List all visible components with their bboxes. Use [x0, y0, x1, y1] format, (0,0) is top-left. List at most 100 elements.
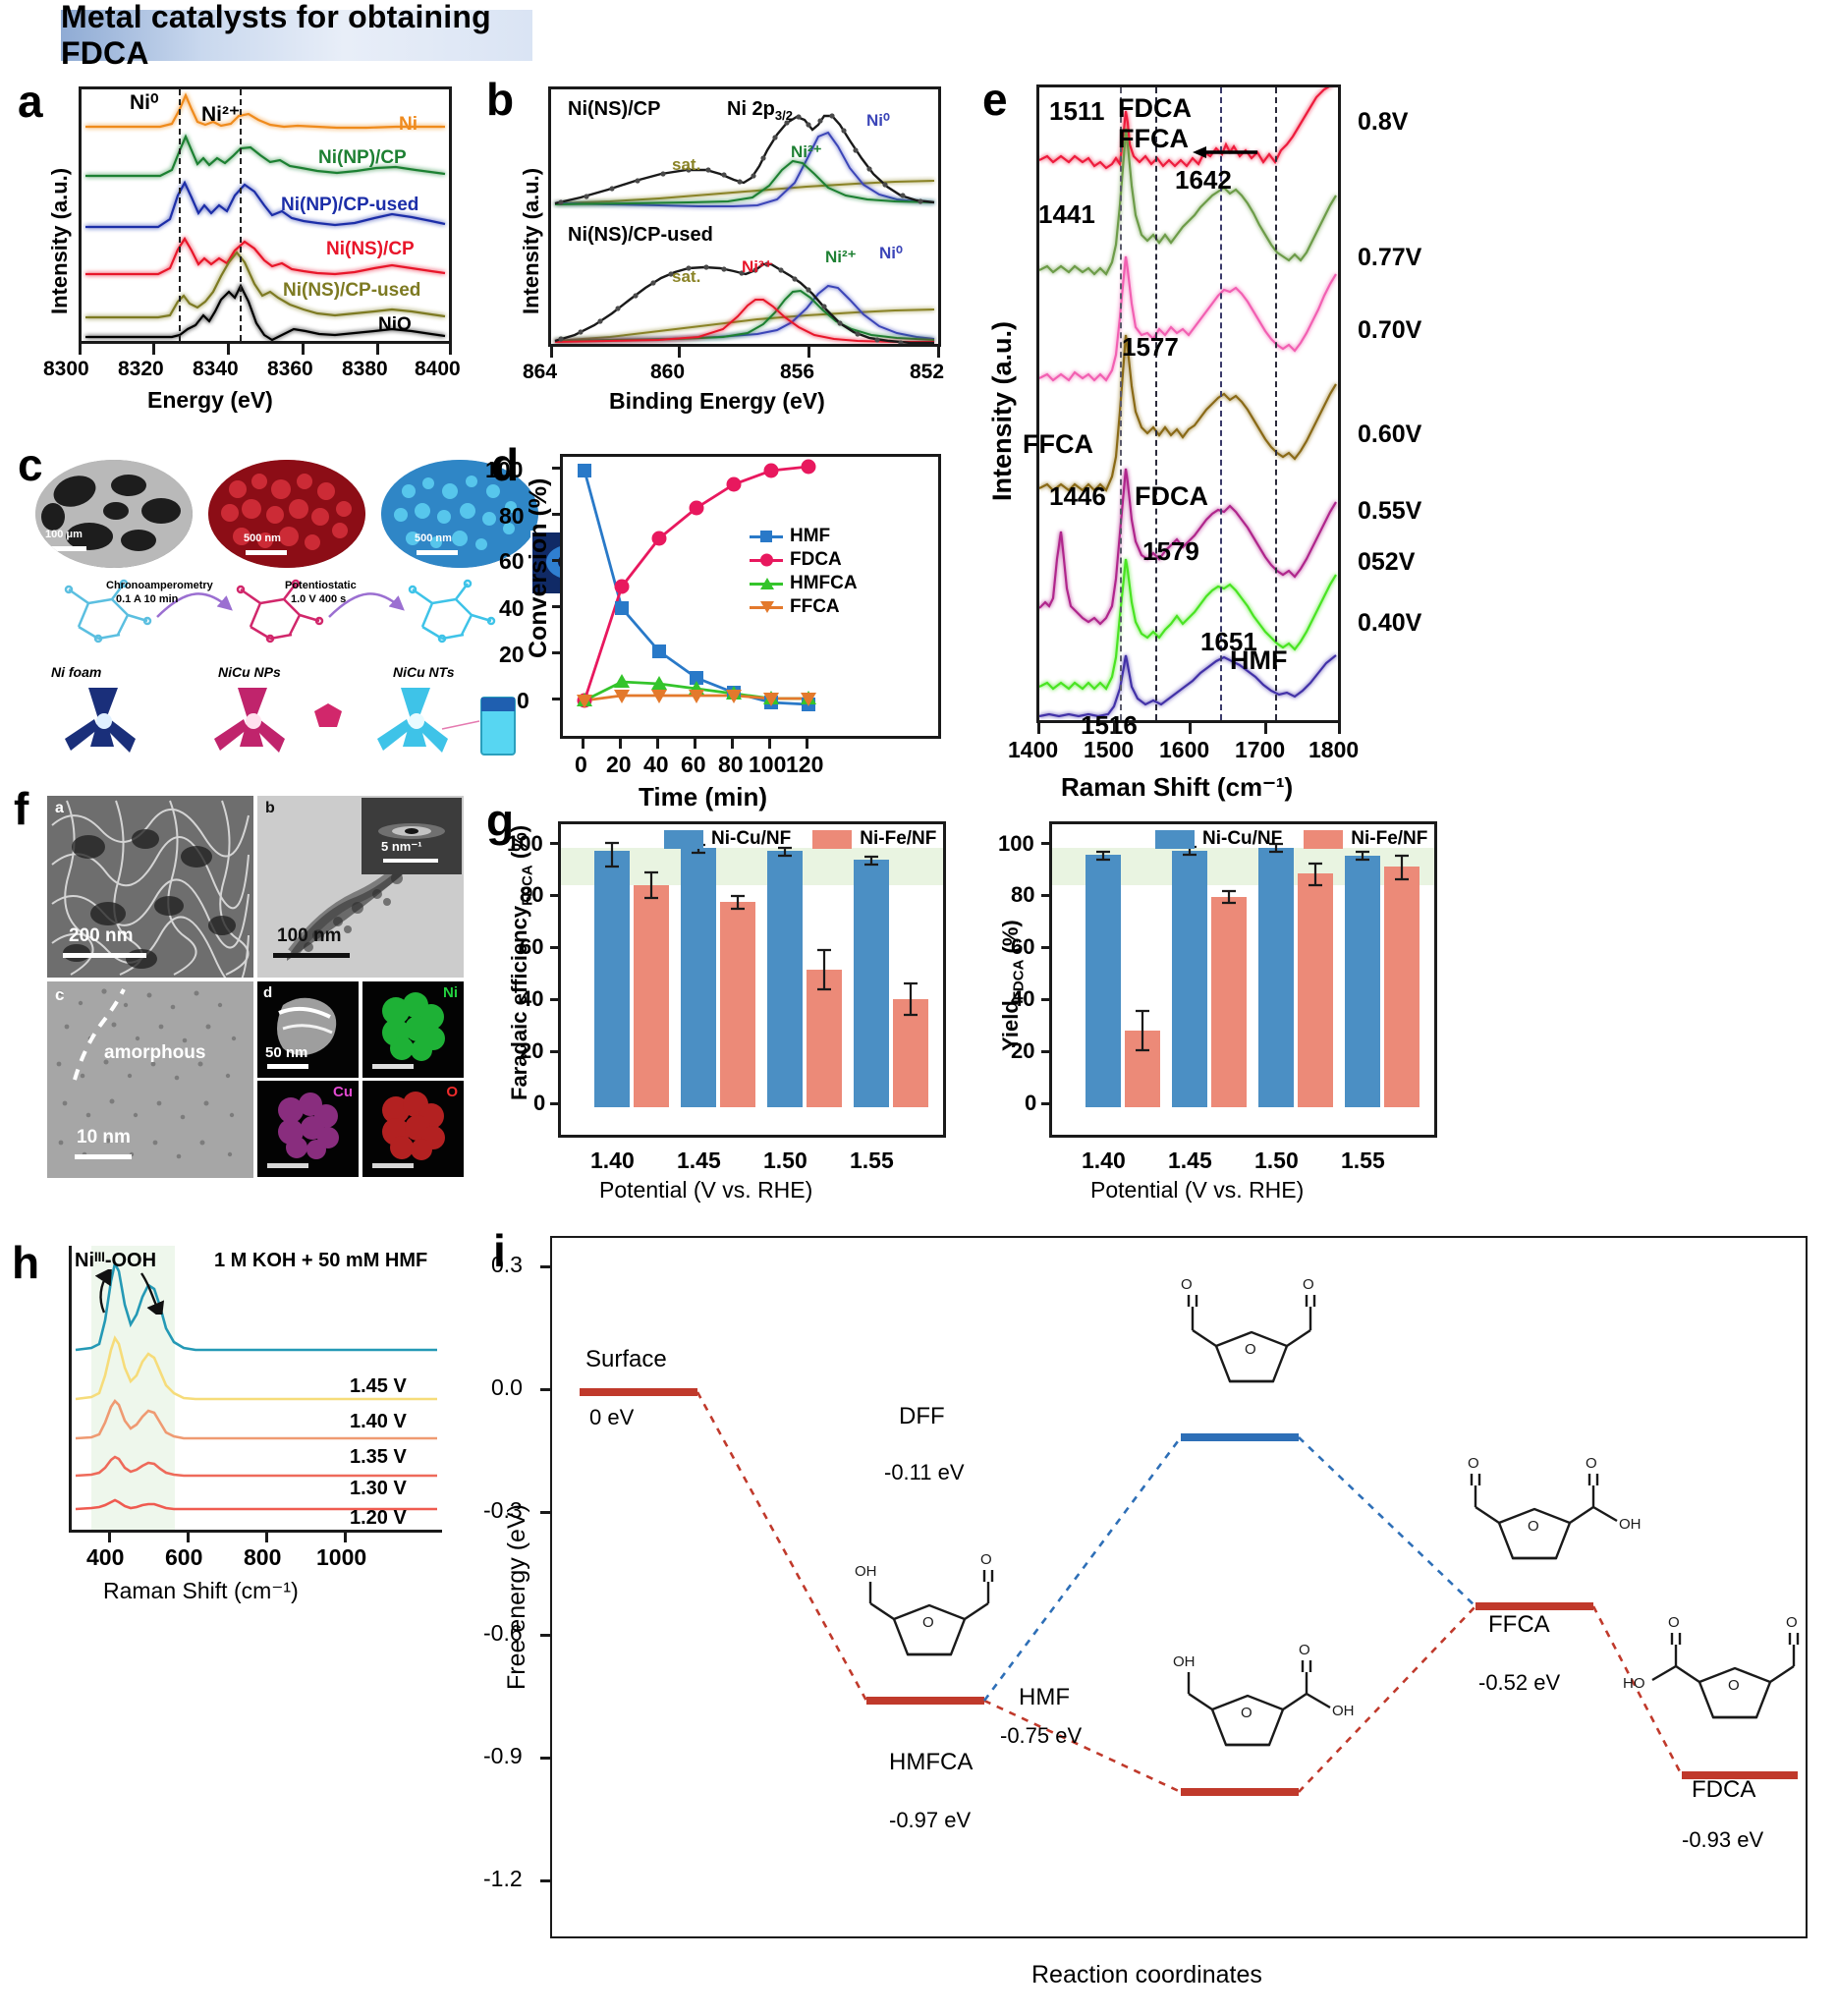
panel-i-ytick-4: -0.9 [483, 1743, 523, 1768]
panel-g-right-legend-swatch-1 [1304, 829, 1344, 849]
panel-c-sem-ni-foam-texture [35, 460, 193, 568]
panel-h-plot [69, 1246, 442, 1533]
panel-i-energy-diagram: O O O O OH O O OH O OH [580, 1276, 1800, 1796]
panel-i-xlabel: Reaction coordinates [1031, 1961, 1262, 1988]
panel-g-left-ytick-2: 40 [520, 986, 544, 1011]
panel-a-traces [85, 92, 446, 341]
panel-a-label-ni0: Ni⁰ [130, 91, 159, 114]
panel-b-peak-bot-1: Ni³⁺ [742, 257, 773, 276]
panel-c-arrow-bottom-0: 0.1 A 10 min [116, 593, 179, 605]
panel-d-legend-item-0[interactable]: HMF [750, 526, 858, 547]
panel-b-title-top: Ni(NS)/CP [568, 98, 661, 120]
panel-b-orbital-sub: 3/2 [774, 108, 793, 123]
panel-d-legend-label-0: HMF [790, 526, 831, 546]
panel-h-xtick-0: 400 [86, 1544, 125, 1570]
panel-g-right-ytick-0: 0 [1025, 1091, 1037, 1115]
panel-g-left-ytick-1: 20 [520, 1038, 544, 1063]
panel-b-xtick-3: 852 [910, 361, 945, 383]
panel-g-left-ytick-3: 60 [520, 934, 544, 959]
panel-b-peak-top-2: Ni⁰ [866, 111, 890, 130]
panel-h-xtick-2: 800 [244, 1544, 282, 1570]
panel-e-plot [1036, 84, 1341, 723]
panel-b-xlabel: Binding Energy (eV) [609, 388, 825, 414]
panel-g-left-legend-swatch-0 [664, 829, 703, 849]
panel-f-map-cu-texture [257, 1081, 359, 1177]
svg-text:O: O [1468, 1455, 1479, 1472]
panel-d-legend-item-2[interactable]: HMFCA [750, 573, 858, 594]
panel-i-molecule-hmfca: O OH O OH [1173, 1642, 1355, 1747]
panel-b-plot [548, 86, 941, 347]
panel-f-map-o: O [362, 1081, 464, 1177]
panel-i-molecule-hmf: O OH O [855, 1551, 994, 1656]
panel-b-ylabel: Intensity (a.u.) [519, 167, 543, 314]
panel-d-xtick-6: 120 [786, 752, 824, 777]
panel-e-ylabel: Intensity (a.u.) [987, 320, 1017, 501]
panel-h-pointer-arrows-icon [94, 1269, 165, 1315]
panel-e-species-hmf: HMF [1230, 645, 1288, 675]
panel-c-nps-texture [208, 460, 365, 568]
panel-d-legend-label-1: FDCA [790, 549, 842, 570]
panel-a-plot [79, 86, 452, 344]
panel-b-peak-top-0: sat. [672, 155, 701, 174]
panel-d-xtick-3: 60 [681, 752, 706, 777]
panel-h-condition: 1 M KOH + 50 mM HMF [214, 1250, 428, 1271]
panel-f-sem-a-texture [47, 796, 253, 978]
panel-d-ytick-2: 40 [499, 595, 525, 621]
panel-h-trace-label-4: 1.20 V [350, 1507, 407, 1529]
panel-f-scale-a: 200 nm [69, 925, 134, 946]
panel-a-trace-label-5: NiO [378, 314, 412, 335]
panel-f-saed-inset: 5 nm⁻¹ [362, 798, 462, 874]
panel-i-state-energy-2: -0.11 eV [884, 1460, 965, 1484]
panel-g-right-xtick-0: 1.40 [1082, 1148, 1126, 1173]
panel-e-peak-1441: 1441 [1038, 199, 1095, 229]
svg-text:O: O [922, 1614, 934, 1631]
panel-d-xtick-0: 0 [575, 752, 587, 777]
panel-f-scale-d: 50 nm [265, 1044, 308, 1061]
panel-e-xtick-4: 1800 [1308, 737, 1360, 762]
figure-title: Metal catalysts for obtaining FDCA [61, 0, 491, 71]
panel-c-nts-texture [381, 460, 538, 568]
panel-d-letter: d [491, 439, 520, 490]
panel-e-letter: e [982, 74, 1008, 125]
svg-text:OH: OH [1173, 1653, 1196, 1670]
panel-i-ytick-2: -0.3 [483, 1497, 523, 1523]
panel-g-left-ytick-4: 80 [520, 882, 544, 907]
panel-g-right-xtick-3: 1.55 [1341, 1148, 1385, 1173]
panel-i-ytick-0: 0.3 [491, 1252, 523, 1277]
panel-e-species-ffca-mid: FFCA [1023, 429, 1093, 459]
panel-i-state-name-5: FDCA [1692, 1776, 1756, 1803]
panel-b-orbital-label: Ni 2p3/2 [727, 98, 793, 123]
panel-g-right-xtick-2: 1.50 [1254, 1148, 1299, 1173]
panel-e-voltage-2: 0.70V [1358, 316, 1422, 344]
panel-i-plot: O O O O OH O O OH O OH [550, 1236, 1808, 1938]
panel-d-legend-item-3[interactable]: FFCA [750, 596, 858, 618]
svg-text:HO: HO [1623, 1675, 1645, 1692]
svg-text:O: O [1786, 1614, 1798, 1631]
panel-d-legend-item-1[interactable]: FDCA [750, 549, 858, 571]
panel-f-map-cu: Cu [257, 1081, 359, 1177]
panel-g-right-legend: Ni-Cu/NF Ni-Fe/NF [1155, 828, 1427, 850]
panel-b-peak-bot-2: Ni²⁺ [825, 248, 857, 266]
panel-e-dash-1642 [1275, 87, 1277, 720]
panel-g-left-plot: Ni-Cu/NF Ni-Fe/NF [558, 821, 946, 1138]
panel-a-trace-label-2: Ni(NP)/CP-used [281, 195, 419, 215]
figure-title-banner: Metal catalysts for obtaining FDCA [61, 0, 532, 71]
panel-g-left-xtick-2: 1.50 [763, 1148, 807, 1173]
panel-e-dash-1441 [1120, 87, 1122, 720]
panel-g-left-xtick-0: 1.40 [590, 1148, 635, 1173]
panel-i-state-energy-0: 0 eV [589, 1405, 635, 1429]
panel-c-letter: c [18, 439, 43, 490]
panel-e-species-fdca-top: FDCA [1118, 93, 1192, 123]
panel-d-ytick-0: 0 [517, 688, 529, 713]
panel-a-xtick-2: 8340 [193, 358, 239, 380]
panel-f-map-label-o: O [446, 1084, 458, 1100]
panel-g-right-ytick-4: 80 [1011, 882, 1035, 907]
panel-a-xtick-3: 8360 [267, 358, 313, 380]
panel-g-right-xtick-1: 1.45 [1168, 1148, 1212, 1173]
panel-d-legend: HMF FDCA HMFCA FFCA [750, 524, 858, 620]
panel-i-state-energy-5: -0.93 eV [1682, 1827, 1764, 1852]
panel-f-letter: f [14, 783, 29, 834]
svg-text:O: O [1299, 1642, 1310, 1658]
panel-a-xlabel: Energy (eV) [147, 387, 273, 413]
panel-e-voltage-0: 0.8V [1358, 108, 1409, 136]
